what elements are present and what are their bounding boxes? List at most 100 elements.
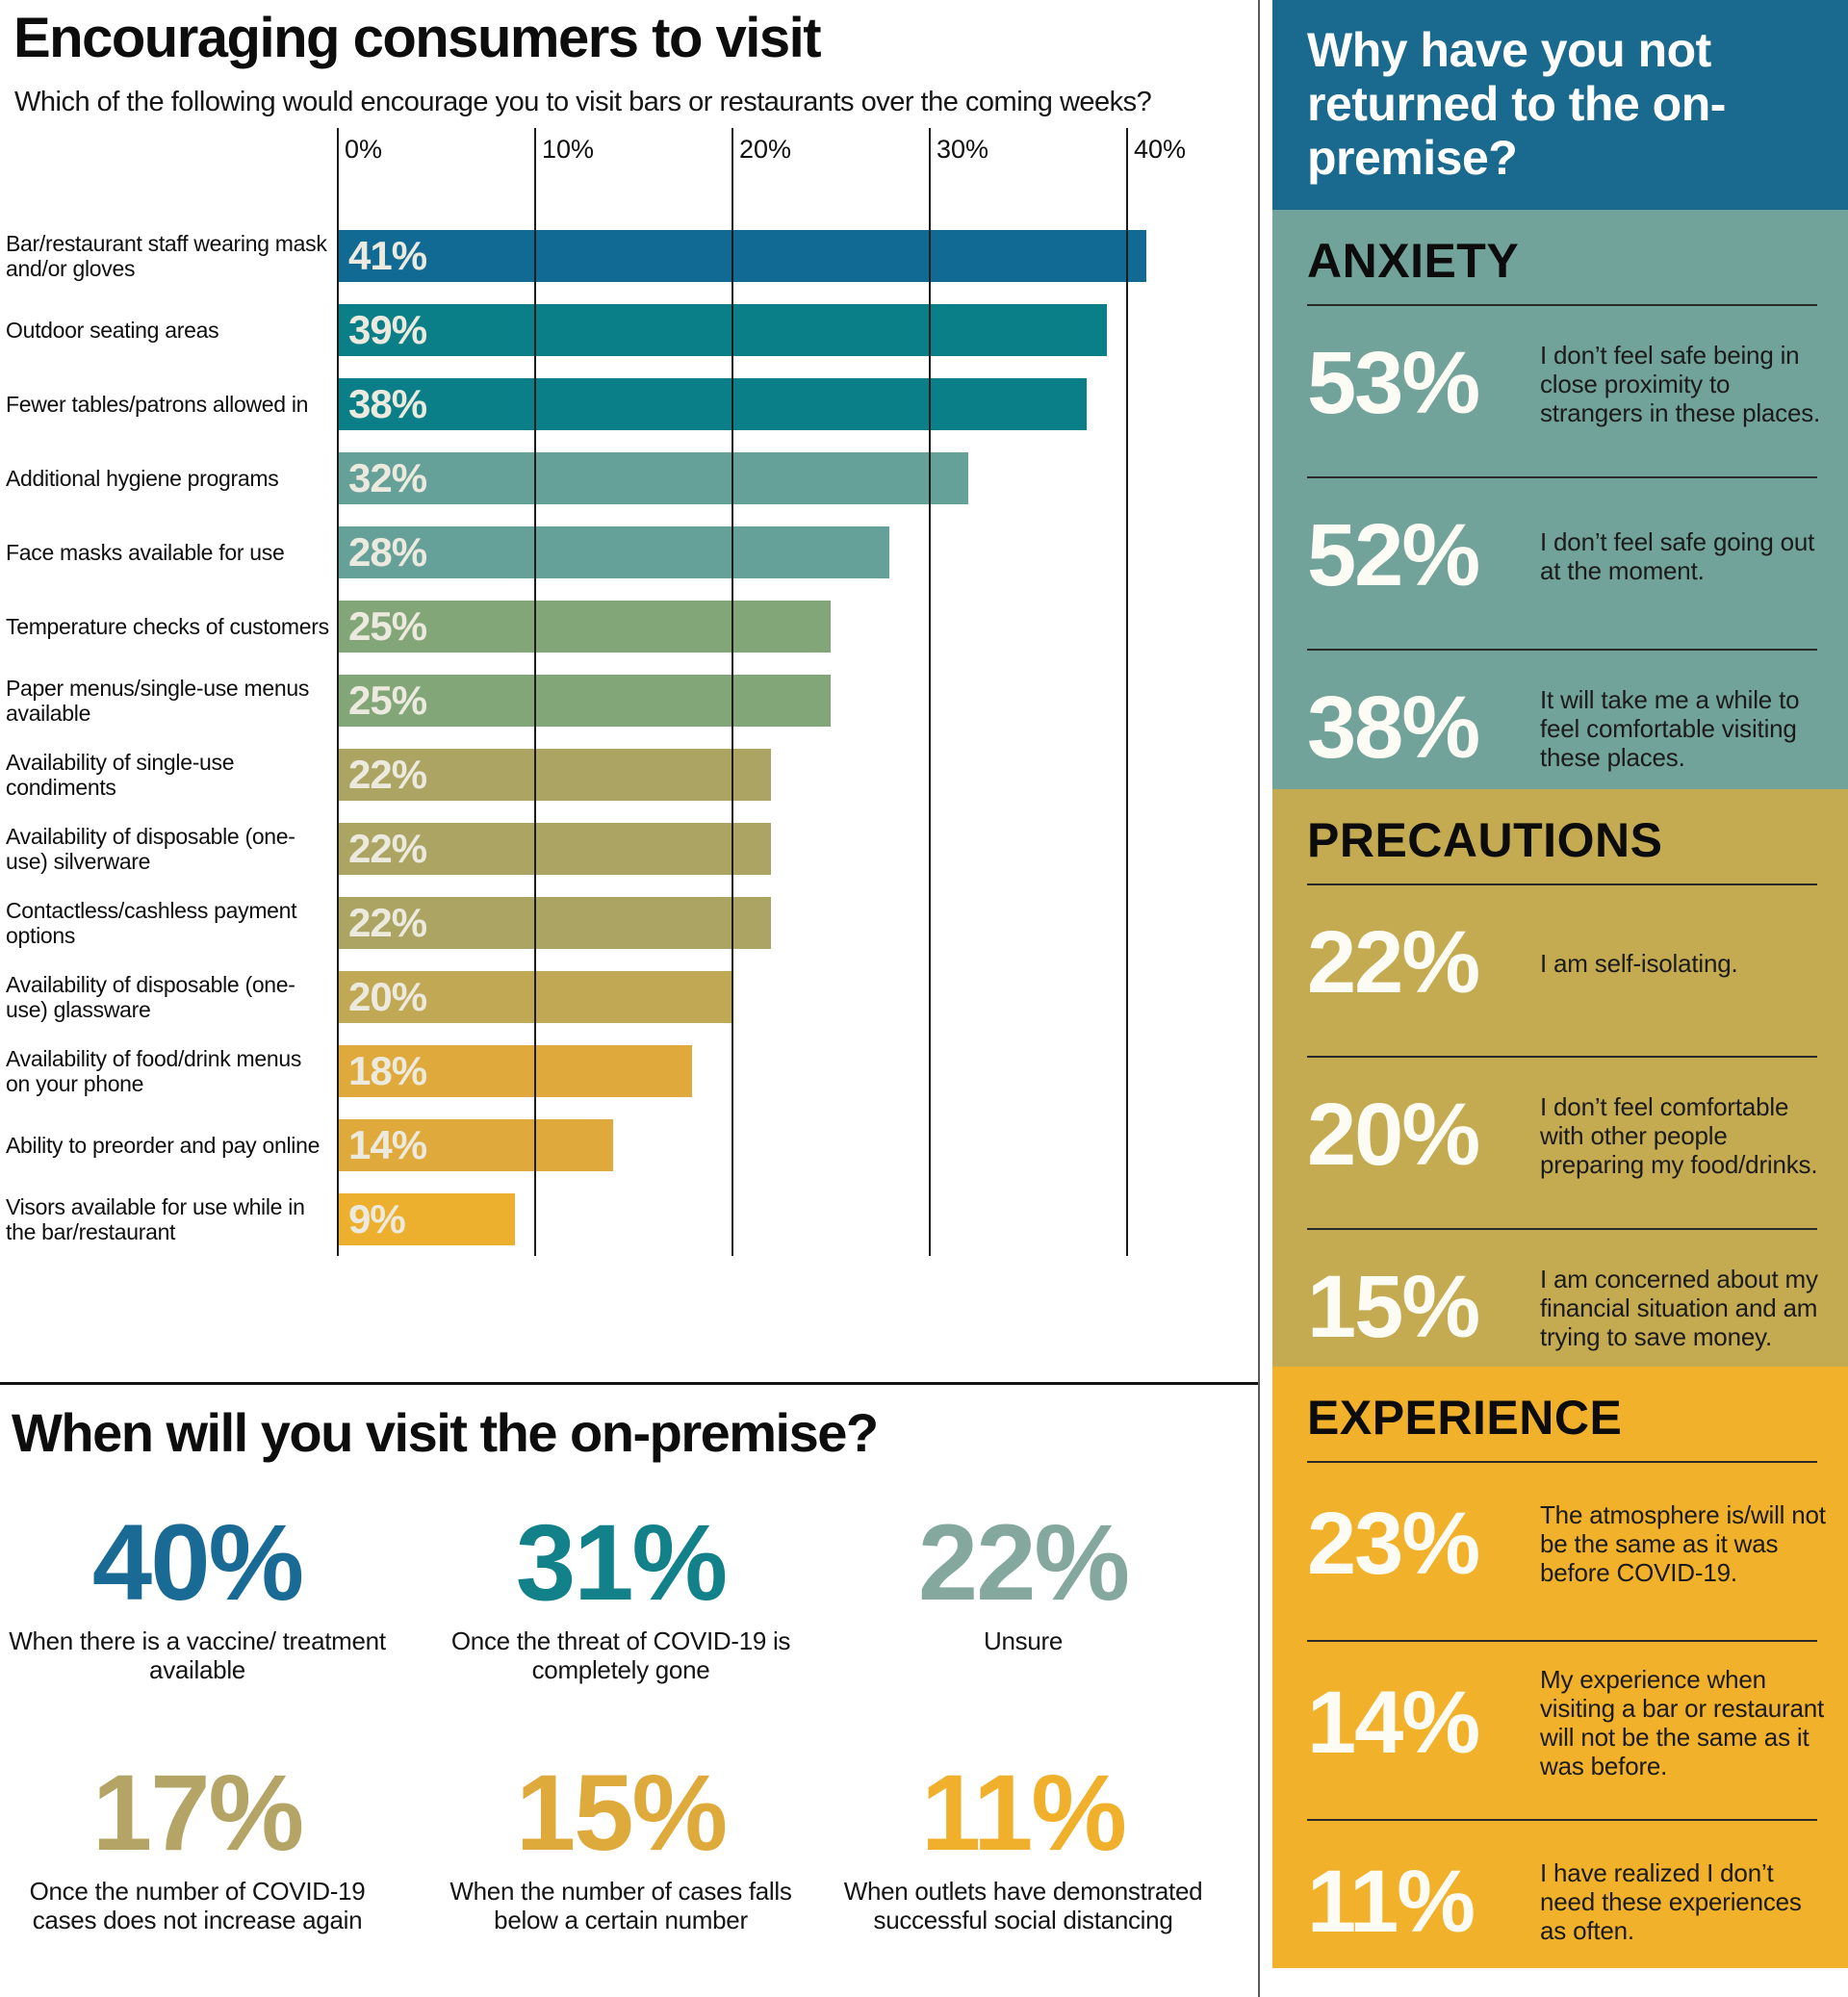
stat-cases-not-increase: 17% Once the number of COVID-19 cases do… — [0, 1759, 395, 1935]
bar-row: Face masks available for use 28% — [0, 526, 1259, 578]
separator-line — [1307, 1056, 1817, 1058]
reason-row: 11% I have realized I don’t need these e… — [1307, 1821, 1831, 1983]
reason-text: I am concerned about my financial situat… — [1540, 1264, 1818, 1351]
page-subtitle: Which of the following would encourage y… — [14, 87, 1152, 117]
reason-row: 15% I am concerned about my financial si… — [1307, 1230, 1831, 1385]
separator-line — [1307, 1640, 1817, 1642]
x-tick: 40% — [1134, 135, 1187, 164]
bar-value: 22% — [348, 826, 427, 871]
bar-label: Outdoor seating areas — [6, 318, 219, 343]
encouraging-bar-chart: 0% 10% 20% 30% 40% Bar/restaurant staff … — [0, 0, 1259, 1270]
bar-row: Availability of disposable (one-use) gla… — [0, 971, 1259, 1023]
reason-text: It will take me a while to feel comforta… — [1540, 684, 1800, 772]
reason-text: I don’t feel comfortable with other peop… — [1540, 1091, 1818, 1179]
bar: 41% — [337, 230, 1146, 282]
stat-caption: Once the number of COVID-19 cases does n… — [29, 1877, 366, 1934]
reason-value: 22% — [1307, 913, 1480, 1011]
panel-header: Why have you not returned to the on-prem… — [1272, 0, 1848, 210]
bar-label: Ability to preorder and pay online — [6, 1133, 321, 1158]
reason-row: 52% I don’t feel safe going out at the m… — [1307, 478, 1831, 633]
bar-row: Paper menus/single-use menus available 2… — [0, 675, 1259, 727]
separator-line — [1307, 883, 1817, 885]
bar-value: 22% — [348, 900, 427, 945]
stat-cases-below-number: 15% When the number of cases falls below… — [424, 1759, 818, 1935]
reason-value: 53% — [1307, 334, 1480, 432]
x-tick: 0% — [345, 135, 383, 164]
reason-text: I don’t feel safe being in close proximi… — [1540, 340, 1821, 427]
bar-label: Paper menus/single-use menus available — [6, 676, 310, 726]
reason-row: 20% I don’t feel comfortable with other … — [1307, 1058, 1831, 1213]
stat-threat-gone: 31% Once the threat of COVID-19 is compl… — [424, 1509, 818, 1685]
bar-label: Face masks available for use — [6, 540, 285, 565]
bar: 38% — [337, 378, 1087, 430]
bar: 9% — [337, 1193, 515, 1245]
bar-row: Availability of food/drink menus on your… — [0, 1045, 1259, 1097]
stat-value: 22% — [917, 1502, 1130, 1623]
panel-title: Why have you not returned to the on-prem… — [1307, 23, 1726, 185]
stat-caption: Unsure — [983, 1626, 1063, 1655]
reason-value: 38% — [1307, 678, 1480, 777]
gridline-0pct — [337, 128, 339, 1256]
bar-label: Contactless/cashless payment options — [6, 898, 297, 948]
bar-value: 32% — [348, 455, 427, 500]
reason-text: The atmosphere is/will not be the same a… — [1540, 1500, 1826, 1587]
bar: 22% — [337, 897, 771, 949]
separator-line — [1307, 476, 1817, 478]
gridline-40pct — [1126, 128, 1128, 1256]
bar-label: Fewer tables/patrons allowed in — [6, 392, 309, 417]
bar: 18% — [337, 1045, 692, 1097]
bar: 25% — [337, 675, 831, 727]
bar-label: Availability of disposable (one-use) sil… — [6, 824, 295, 874]
bar-row: Temperature checks of customers 25% — [0, 601, 1259, 653]
reason-value: 23% — [1307, 1494, 1480, 1593]
bar-label: Availability of single-use condiments — [6, 750, 235, 800]
reason-row: 22% I am self-isolating. — [1307, 885, 1831, 1040]
bar-value: 38% — [348, 381, 427, 426]
reason-value: 20% — [1307, 1086, 1480, 1184]
stat-social-distancing: 11% When outlets have demonstrated succe… — [826, 1759, 1220, 1935]
bar-label: Availability of food/drink menus on your… — [6, 1046, 302, 1096]
bar-label: Availability of disposable (one-use) gla… — [6, 972, 295, 1022]
reason-value: 11% — [1307, 1852, 1476, 1951]
vertical-divider — [1258, 0, 1260, 1997]
bar-row: Availability of disposable (one-use) sil… — [0, 823, 1259, 875]
bar-value: 41% — [348, 233, 427, 278]
stat-value: 40% — [91, 1502, 304, 1623]
reason-text: I don’t feel safe going out at the momen… — [1540, 526, 1815, 585]
why-not-returned-panel: Why have you not returned to the on-prem… — [1272, 0, 1848, 1968]
bar: 14% — [337, 1119, 613, 1171]
reason-text: I have realized I don’t need these exper… — [1540, 1858, 1802, 1945]
bar-value: 28% — [348, 529, 427, 575]
section-heading: PRECAUTIONS — [1307, 813, 1663, 867]
when-visit-title: When will you visit the on-premise? — [12, 1402, 879, 1463]
x-tick: 30% — [937, 135, 989, 164]
separator-line — [1307, 304, 1817, 306]
reason-row: 53% I don’t feel safe being in close pro… — [1307, 306, 1831, 461]
bar-value: 20% — [348, 974, 427, 1019]
stat-caption: When outlets have demonstrated successfu… — [843, 1877, 1203, 1934]
gridline-20pct — [732, 128, 733, 1256]
reason-value: 15% — [1307, 1258, 1480, 1356]
gridline-10pct — [534, 128, 536, 1256]
bar: 22% — [337, 749, 771, 801]
bar-row: Ability to preorder and pay online 14% — [0, 1119, 1259, 1171]
horizontal-divider — [0, 1382, 1258, 1385]
page-title: Encouraging consumers to visit — [13, 7, 822, 69]
reason-row: 38% It will take me a while to feel comf… — [1307, 651, 1831, 806]
separator-line — [1307, 649, 1817, 651]
bar-row: Bar/restaurant staff wearing mask and/or… — [0, 230, 1259, 282]
bar: 25% — [337, 601, 831, 653]
bar-label: Visors available for use while in the ba… — [6, 1194, 305, 1244]
bar: 22% — [337, 823, 771, 875]
reason-row: 23% The atmosphere is/will not be the sa… — [1307, 1463, 1831, 1625]
bar: 32% — [337, 452, 968, 504]
separator-line — [1307, 1819, 1817, 1821]
bar-value: 14% — [348, 1122, 427, 1167]
bar-row: Contactless/cashless payment options 22% — [0, 897, 1259, 949]
bar-label: Additional hygiene programs — [6, 466, 279, 491]
section-heading: EXPERIENCE — [1307, 1391, 1623, 1445]
stat-caption: When there is a vaccine/ treatment avail… — [9, 1626, 386, 1684]
bar-label: Bar/restaurant staff wearing mask and/or… — [6, 231, 327, 281]
bar-value: 18% — [348, 1048, 427, 1093]
bar-value: 25% — [348, 603, 427, 649]
